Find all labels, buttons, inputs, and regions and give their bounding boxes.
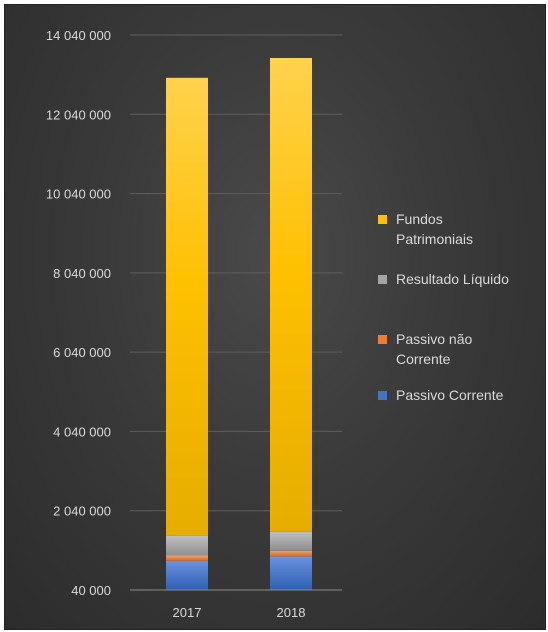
legend-swatch	[378, 335, 387, 344]
legend-label: Corrente	[396, 351, 451, 367]
y-tick-label: 8 040 000	[53, 266, 111, 281]
legend-label: Patrimoniais	[396, 231, 473, 247]
x-tick-label: 2018	[277, 605, 306, 620]
bar-segment-passivo-corrente-2017	[166, 561, 208, 590]
bar-segment-fundos-patrimoniais-2017	[166, 78, 208, 536]
bar-segment-passivo-n-o-corrente-2017	[166, 556, 208, 561]
bar-segment-resultado-l-quido-2017	[166, 536, 208, 556]
legend-swatch	[378, 215, 387, 224]
y-tick-label: 10 040 000	[46, 187, 111, 202]
y-tick-label: 4 040 000	[53, 424, 111, 439]
y-tick-label: 40 000	[71, 583, 111, 598]
x-tick-label: 2017	[173, 605, 202, 620]
legend-label: Passivo Corrente	[396, 387, 504, 403]
legend-label: Fundos	[396, 211, 443, 227]
y-tick-label: 6 040 000	[53, 345, 111, 360]
y-tick-label: 14 040 000	[46, 28, 111, 43]
y-tick-label: 12 040 000	[46, 107, 111, 122]
bar-segment-resultado-l-quido-2018	[270, 532, 312, 551]
bar-segment-fundos-patrimoniais-2018	[270, 58, 312, 532]
legend-label: Passivo não	[396, 331, 472, 347]
legend-label: Resultado Líquido	[396, 271, 509, 287]
bar-segment-passivo-corrente-2018	[270, 556, 312, 590]
legend-swatch	[378, 275, 387, 284]
y-tick-label: 2 040 000	[53, 504, 111, 519]
bar-segment-passivo-n-o-corrente-2018	[270, 551, 312, 557]
legend-swatch	[378, 391, 387, 400]
